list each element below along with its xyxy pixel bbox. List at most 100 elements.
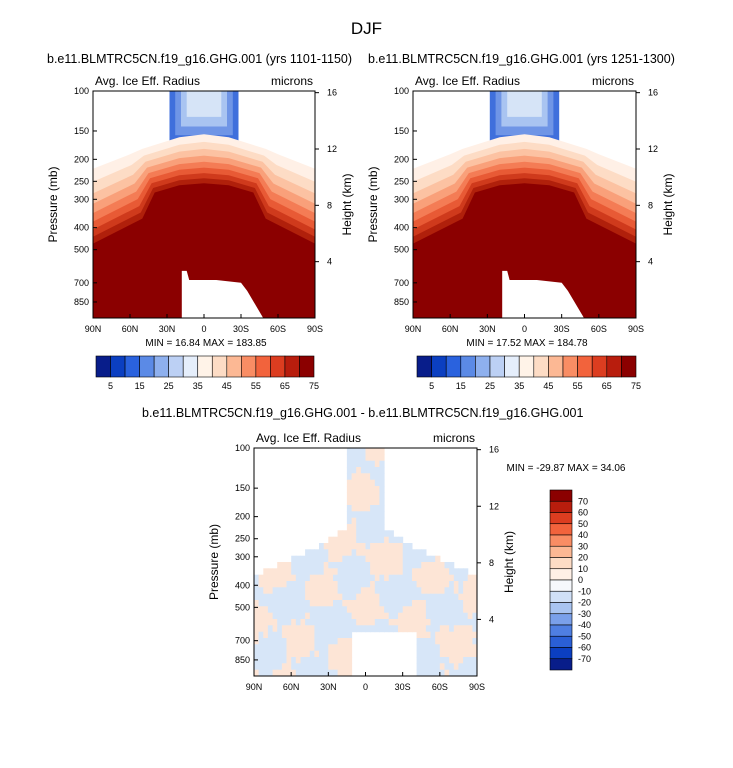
diff-cell xyxy=(370,448,376,455)
diff-cell xyxy=(393,612,399,620)
diff-cell xyxy=(416,631,422,639)
diff-cell xyxy=(449,568,455,576)
diff-cell xyxy=(351,492,357,500)
diff-cell xyxy=(314,568,320,576)
diff-cell xyxy=(449,587,455,595)
diff-cell xyxy=(356,581,362,588)
diff-cell xyxy=(281,657,288,664)
diff-cell xyxy=(439,568,445,576)
diff-cell xyxy=(272,568,278,576)
diff-cell xyxy=(342,587,348,595)
colorbar-label: 25 xyxy=(164,381,174,391)
diff-cell xyxy=(305,650,311,658)
diff-cell xyxy=(305,669,311,676)
diff-cell xyxy=(393,543,399,550)
diff-cell xyxy=(393,574,399,582)
diff-cell xyxy=(346,511,353,519)
diff-cell xyxy=(314,549,320,557)
diff-cell xyxy=(258,657,264,664)
missing-top-left xyxy=(93,91,138,149)
diff-cell xyxy=(281,600,288,607)
diff-cell xyxy=(370,511,376,519)
diff-cell xyxy=(435,581,441,588)
diff-cell xyxy=(323,669,329,676)
diff-cell xyxy=(263,650,269,658)
diff-cell xyxy=(267,644,274,652)
diff-cell xyxy=(374,606,380,614)
diff-cell xyxy=(370,473,376,481)
colorbar-swatch xyxy=(549,635,573,648)
diff-cell xyxy=(365,619,371,626)
diff-cell xyxy=(286,650,292,658)
diff-cell xyxy=(416,587,422,595)
diff-cell xyxy=(374,498,380,506)
diff-cell xyxy=(314,650,320,658)
diff-cell xyxy=(398,581,404,588)
diff-cell xyxy=(398,568,404,576)
diff-cell xyxy=(379,543,385,550)
diff-cell xyxy=(370,524,376,531)
diff-cell xyxy=(277,644,283,652)
y-tick-label: 250 xyxy=(394,176,409,186)
diff-cell xyxy=(346,460,353,468)
diff-cell xyxy=(379,492,385,500)
diff-cell xyxy=(323,644,329,652)
diff-cell xyxy=(370,530,376,538)
diff-cell xyxy=(286,587,292,595)
colorbar-label: 55 xyxy=(251,381,261,391)
diff-cell xyxy=(337,625,343,633)
colorbar-swatch xyxy=(549,545,573,558)
colorbar-label: -30 xyxy=(578,609,591,619)
diff-cell xyxy=(365,454,371,462)
diff-cell xyxy=(295,644,301,652)
diff-cell xyxy=(323,657,329,664)
diff-cell xyxy=(356,454,362,462)
diff-cell xyxy=(425,612,432,620)
diff-cell xyxy=(346,549,353,557)
diff-cell xyxy=(398,606,404,614)
diff-cell xyxy=(342,650,348,658)
diff-cell xyxy=(305,581,311,588)
diff-cell xyxy=(467,587,473,595)
diff-cell xyxy=(439,669,445,676)
diff-cell xyxy=(412,619,418,626)
diff-cell xyxy=(342,619,348,626)
diff-cell xyxy=(439,574,445,582)
colorbar-label: 45 xyxy=(543,381,553,391)
diff-cell xyxy=(370,593,376,601)
diff-cell xyxy=(444,619,450,626)
diff-cell xyxy=(263,587,269,595)
diff-cell xyxy=(421,606,427,614)
diff-cell xyxy=(305,612,311,620)
panel-diff-title: b.e11.BLMTRC5CN.f19_g16.GHG.001 - b.e11.… xyxy=(142,406,584,420)
diff-cell xyxy=(416,581,422,588)
diff-cell xyxy=(365,479,371,487)
diff-cell xyxy=(291,562,297,569)
height-tick-label: 4 xyxy=(648,257,653,267)
diff-cell xyxy=(444,669,450,676)
diff-cell xyxy=(360,555,367,563)
diff-cell xyxy=(374,600,380,607)
diff-cell xyxy=(291,612,297,620)
diff-cell xyxy=(467,644,473,652)
diff-cell xyxy=(272,606,278,614)
diff-cell xyxy=(472,581,477,588)
y-tick-label: 850 xyxy=(235,655,250,665)
diff-cell xyxy=(463,619,469,626)
diff-cell xyxy=(453,587,459,595)
diff-cell xyxy=(467,612,473,620)
diff-cell xyxy=(333,631,339,639)
diff-cell xyxy=(402,581,408,588)
diff-cell xyxy=(286,562,292,569)
diff-cell xyxy=(416,669,422,676)
diff-cell xyxy=(277,593,283,601)
diff-cell xyxy=(277,638,283,645)
diff-cell xyxy=(430,657,436,664)
diff-cell xyxy=(267,638,274,645)
diff-cell xyxy=(346,600,353,607)
diff-cell xyxy=(402,568,408,576)
diff-cell xyxy=(384,612,390,620)
colorbar-swatch xyxy=(533,355,549,378)
diff-cell xyxy=(305,657,311,664)
diff-cell xyxy=(263,663,269,671)
